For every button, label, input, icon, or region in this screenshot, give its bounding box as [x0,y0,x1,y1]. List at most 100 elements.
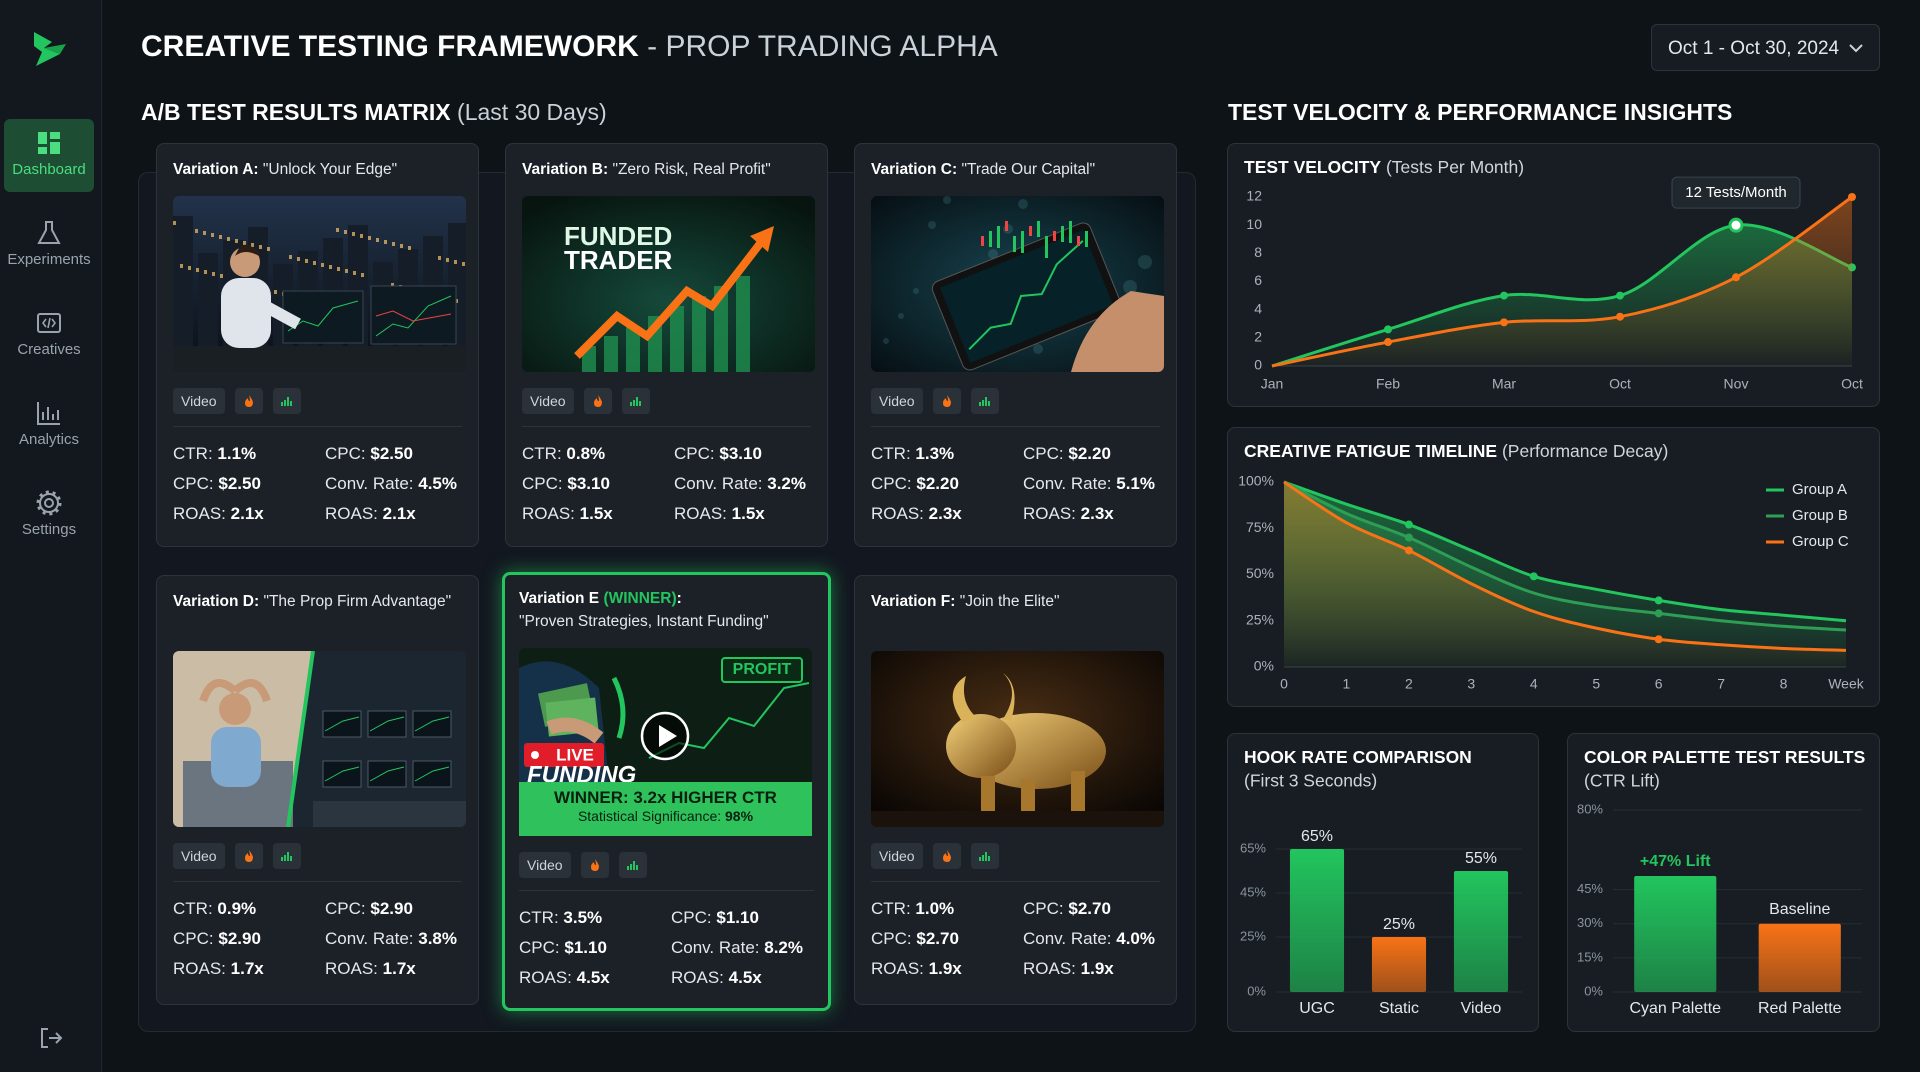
nav-item[interactable]: Experiments [4,209,94,282]
variation-card[interactable]: Variation D: "The Prop Firm Advantage" Vi… [156,575,479,1005]
format-tag[interactable]: Video [871,388,923,414]
flame-tag[interactable] [932,388,961,414]
y-tick-label: 100% [1238,473,1274,489]
art-shape [626,326,640,372]
format-tag[interactable]: Video [871,843,923,869]
bars [626,861,638,870]
bars [978,397,990,406]
metric-value: 4.0% [1116,929,1155,948]
nav-item[interactable]: Settings [4,479,94,552]
metric: CTR: 1.3% [871,444,1023,464]
flame-icon [590,859,599,871]
creative-art [173,651,466,827]
variation-name: Variation F: [871,593,956,610]
nav-item[interactable]: Analytics [4,389,94,462]
flame-tag[interactable] [932,843,961,869]
stats-tag[interactable] [272,843,301,869]
format-tag[interactable]: Video [522,388,574,414]
nav-item[interactable]: Creatives [4,299,94,372]
flame-tag[interactable] [234,843,263,869]
value-label: 25% [1383,916,1415,933]
variation-card[interactable]: Variation F: "Join the Elite" Video CTR: 1… [854,575,1177,1005]
legend-label: Group B [1792,507,1848,524]
format-tag[interactable]: Video [173,843,225,869]
flame-tag[interactable] [234,388,263,414]
art-shape [989,231,992,247]
metric: ROAS: 1.5x [674,504,819,524]
point [1384,338,1392,347]
headline: "Zero Risk, Real Profit" [612,161,771,178]
creative-art [871,196,1164,372]
art-shape [1013,236,1016,252]
x-tick-label: Video [1461,1000,1502,1017]
metric-label: ROAS: [325,959,378,978]
y-tick-label: 80% [1577,801,1603,816]
format-tag[interactable]: Video [173,388,225,414]
art-shape [259,245,262,249]
icon-part [50,132,60,139]
flame-icon [244,850,253,862]
metric: CPC: $1.10 [671,908,816,928]
metric: ROAS: 1.5x [522,504,674,524]
format-tag[interactable]: Video [519,852,571,878]
art-shape [524,743,604,767]
metric-label: Conv. Rate: [325,929,414,948]
nav-icon [37,221,61,244]
metric: Conv. Rate: 4.0% [1023,929,1168,949]
insights-heading: TEST VELOCITY & PERFORMANCE INSIGHTS [1228,99,1732,126]
stats-tag[interactable] [272,388,301,414]
headline: "Join the Elite" [959,593,1060,610]
flame [593,395,602,407]
art-shape [1005,221,1008,231]
art-shape [274,290,277,294]
art-shape [180,264,183,268]
stats-tag[interactable] [621,388,650,414]
date-range-picker[interactable]: Oct 1 - Oct 30, 2024 [1651,24,1880,71]
title-main: TEST VELOCITY [1244,157,1381,177]
art-shape [305,259,308,263]
art-shape [574,238,766,359]
banner-title: WINNER: 3.2x HIGHER CTR [554,788,777,807]
bars [629,397,641,406]
metric: CTR: 3.5% [519,908,671,928]
image-text: FUNDING [527,761,636,782]
creative-image: PROFIT LIVE FUNDING [519,648,812,782]
x-tick-label: Cyan Palette [1629,1000,1721,1017]
nav-item[interactable]: Dashboard [4,119,94,192]
winner-banner: WINNER: 3.2x HIGHER CTR Statistical Signi… [519,782,812,836]
art-shape [1053,231,1056,241]
tag-row: Video [173,841,462,871]
card-header: Variation C: "Trade Our Capital" [871,158,1160,188]
logo[interactable] [30,28,70,68]
bar [1634,875,1717,992]
metric: CPC: $2.90 [325,899,470,919]
image-text: FUNDED [564,221,672,251]
card-header: Variation E (WINNER): "Proven Strategies… [519,587,814,640]
stats-tag[interactable] [618,852,647,878]
icon-part [37,221,61,244]
x-tick-label: 6 [1655,676,1663,692]
flame-tag[interactable] [583,388,612,414]
stats-tag[interactable] [970,843,999,869]
point [1654,609,1663,618]
flame-tag[interactable] [580,852,609,878]
x-tick-label: 5 [1592,676,1600,692]
y-tick-label: 12 [1246,188,1262,204]
art-shape [1037,221,1040,237]
legend-label: Group C [1792,533,1849,550]
art-shape [1021,231,1024,253]
variation-card[interactable]: Variation A: "Unlock Your Edge" Video CTR:… [156,143,479,547]
metric-value: 3.5% [563,908,603,927]
chart-subtitle: (CTR Lift) [1584,771,1660,791]
metric: CPC: $3.10 [674,444,819,464]
logout-icon[interactable] [37,1024,65,1052]
variation-card[interactable]: Variation B: "Zero Risk, Real Profit" FUN… [505,143,828,547]
y-tick-label: 15% [1577,949,1603,964]
variation-card[interactable]: Variation E (WINNER): "Proven Strategies… [502,572,831,1011]
stats-tag[interactable] [970,388,999,414]
metric: ROAS: 1.9x [1023,959,1168,979]
variation-card[interactable]: Variation C: "Trade Our Capital" Video CTR… [854,143,1177,547]
metric: CPC: $2.70 [871,929,1023,949]
